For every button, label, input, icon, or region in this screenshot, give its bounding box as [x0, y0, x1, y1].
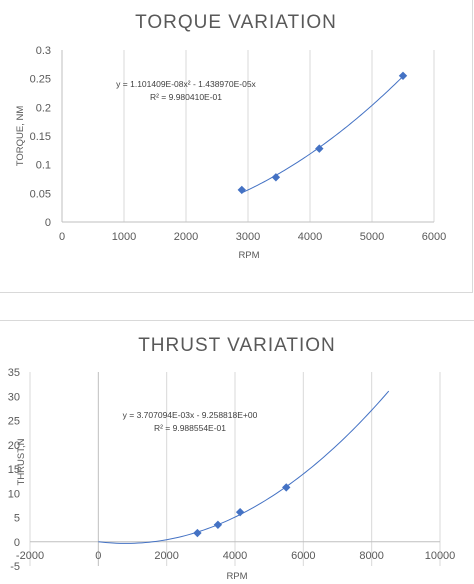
torque-x-tick-label: 0 — [59, 231, 65, 243]
thrust-x-tick-label: 10000 — [425, 550, 456, 562]
torque-x-axis-label: RPM — [238, 250, 259, 261]
torque-chart-panel: TORQUE VARIATION 0 1000 2000 3000 4000 5000 60… — [0, 0, 473, 293]
torque-data-point — [315, 144, 324, 153]
torque-x-tick-label: 4000 — [298, 231, 322, 243]
thrust-x-tick-label: 6000 — [291, 550, 315, 562]
thrust-chart-panel: THRUST VARIATION -2000 0 2000 4000 6000 8000 1… — [0, 320, 474, 584]
torque-y-tick-label: 0.1 — [36, 160, 51, 172]
thrust-chart: THRUST VARIATION -2000 0 2000 4000 6000 8000 1… — [8, 335, 456, 582]
torque-data-point — [398, 71, 408, 80]
torque-y-axis-label: TORQUE, NM — [15, 106, 26, 167]
torque-y-tick-label: 0.2 — [36, 102, 51, 114]
torque-y-tick-label: 0.25 — [30, 74, 51, 86]
thrust-y-tick-label: 20 — [8, 440, 20, 452]
thrust-x-axis-label: RPM — [226, 571, 247, 582]
thrust-x-tick-label: 8000 — [359, 550, 383, 562]
torque-x-tick-label: 3000 — [236, 231, 260, 243]
thrust-data-point — [282, 483, 291, 492]
thrust-x-tick-label: -2000 — [16, 550, 44, 562]
thrust-y-tick-label: 25 — [8, 416, 20, 428]
torque-y-tick-label: 0.15 — [30, 131, 51, 143]
torque-y-tick-label: 0.3 — [36, 45, 51, 57]
torque-chart-title: TORQUE VARIATION — [135, 12, 337, 33]
thrust-y-tick-label: -5 — [10, 561, 20, 573]
torque-trendline — [241, 75, 404, 194]
torque-equation: y = 1.101409E-08x² - 1.438970E-05x — [116, 79, 256, 89]
torque-y-tick-label: 0 — [45, 217, 51, 229]
torque-x-tick-label: 5000 — [360, 231, 384, 243]
thrust-y-tick-label: 10 — [8, 488, 20, 500]
thrust-r-squared: R² = 9.988554E-01 — [154, 423, 226, 433]
thrust-equation: y = 3.707094E-03x - 9.258818E+00 — [123, 410, 258, 420]
thrust-data-point — [193, 528, 202, 538]
thrust-data-point — [235, 507, 245, 517]
thrust-y-tick-label: 5 — [14, 513, 20, 525]
thrust-y-tick-label: 15 — [8, 464, 20, 476]
torque-x-tick-label: 6000 — [422, 231, 446, 243]
thrust-y-tick-label: 35 — [8, 367, 20, 379]
thrust-y-tick-label: 30 — [8, 391, 20, 403]
torque-x-tick-label: 1000 — [112, 231, 136, 243]
thrust-chart-title: THRUST VARIATION — [138, 335, 336, 356]
torque-y-tick-label: 0.05 — [30, 188, 51, 200]
torque-data-point — [237, 185, 246, 195]
thrust-x-tick-label: 0 — [95, 550, 101, 562]
thrust-data-point — [213, 520, 223, 529]
torque-data-point — [271, 173, 281, 182]
thrust-x-tick-label: 4000 — [223, 550, 247, 562]
torque-r-squared: R² = 9.980410E-01 — [150, 92, 222, 102]
thrust-y-tick-label: 0 — [14, 537, 20, 549]
thrust-y-axis-label: THRUST,N — [16, 438, 27, 485]
thrust-x-tick-label: 2000 — [154, 550, 178, 562]
torque-chart: TORQUE VARIATION 0 1000 2000 3000 4000 5000 60… — [15, 12, 446, 261]
torque-x-tick-label: 2000 — [174, 231, 198, 243]
